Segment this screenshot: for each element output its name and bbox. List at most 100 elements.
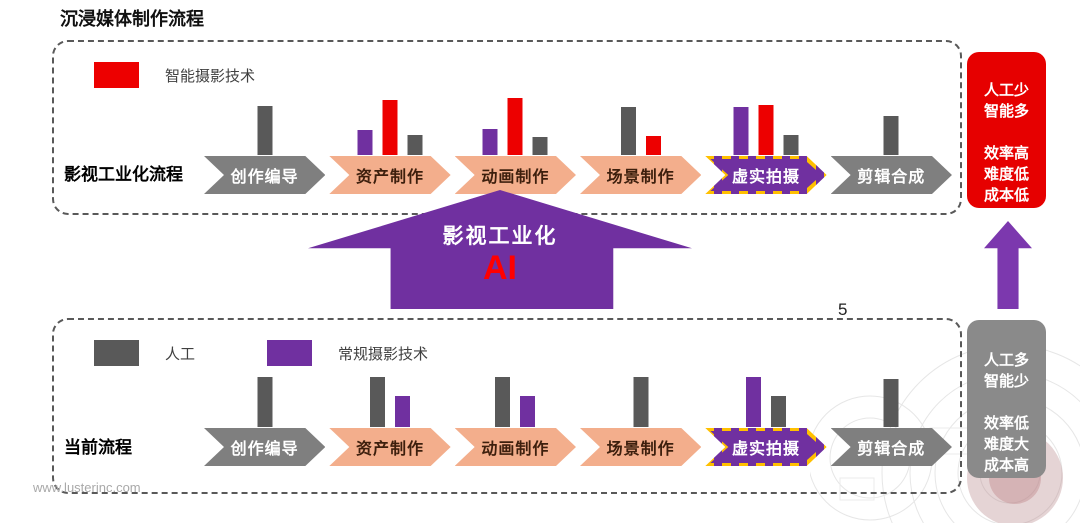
gray-swatch	[94, 340, 139, 366]
chevron-label: 动画制作	[481, 169, 550, 186]
step-animation-top: 动画制作	[455, 98, 576, 194]
bar-purple	[482, 129, 498, 155]
legend-item-conventional-photography: 常规摄影技术	[267, 340, 428, 366]
chevron-label: 资产制作	[355, 441, 424, 458]
bar-group	[369, 377, 410, 427]
result-line: 人工少	[983, 82, 1029, 99]
step-scene-top: 场景制作	[580, 107, 701, 194]
current-process-panel: 人工 常规摄影技术 当前流程 创作编导 资产制作	[52, 318, 962, 494]
chevron-scene: 场景制作	[580, 428, 701, 466]
bar-purple	[733, 107, 749, 155]
purple-swatch	[267, 340, 313, 366]
result-line: 智能多	[983, 103, 1029, 120]
arrow-ai-label: AI	[483, 249, 517, 287]
bar-red	[645, 136, 661, 155]
result-box-current: 人工多 智能少 效率低 难度大 成本高	[967, 320, 1046, 478]
chevron-label: 动画制作	[481, 441, 550, 458]
result-line: 人工多	[983, 352, 1029, 369]
bar-group	[357, 100, 423, 155]
step-editing-top: 剪辑合成	[831, 116, 952, 194]
bar-purple	[520, 396, 536, 427]
bar-red	[507, 98, 523, 155]
bar-group	[883, 379, 899, 427]
chevron-animation: 动画制作	[455, 156, 576, 194]
chevron-virtual-shoot-inner: 虚实拍摄	[710, 431, 821, 463]
step-editing-bottom: 剪辑合成	[831, 379, 952, 466]
result-line: 效率低	[983, 415, 1029, 432]
chevron-label: 场景制作	[606, 441, 675, 458]
chevron-creation: 创作编导	[204, 156, 325, 194]
bar-group	[733, 105, 799, 155]
bar-gray	[407, 135, 423, 155]
bar-gray	[257, 106, 273, 155]
chevron-label: 剪辑合成	[857, 441, 926, 458]
chevron-label: 虚实拍摄	[731, 441, 800, 458]
chevron-animation: 动画制作	[455, 428, 576, 466]
step-creation-bottom: 创作编导	[204, 377, 325, 466]
chevron-label: 创作编导	[230, 441, 299, 458]
legend-item-manual: 人工	[94, 340, 195, 366]
bar-gray	[495, 377, 511, 427]
chevron-virtual-shoot-inner: 虚实拍摄	[710, 159, 821, 191]
chevron-label: 场景制作	[606, 169, 675, 186]
bar-gray	[783, 135, 799, 155]
chevron-scene: 场景制作	[580, 156, 701, 194]
result-line: 智能少	[983, 373, 1029, 390]
bar-gray	[883, 379, 899, 427]
legend-label: 常规摄影技术	[338, 345, 429, 363]
result-line: 难度大	[983, 436, 1029, 453]
chevron-virtual-shoot: 虚实拍摄	[705, 428, 826, 466]
chevron-asset: 资产制作	[329, 156, 450, 194]
bar-red	[382, 100, 398, 155]
bar-group	[883, 116, 899, 155]
bar-group	[257, 377, 273, 427]
legend-item-smart-photography: 智能摄影技术	[94, 62, 255, 88]
row-label-industrialized: 影视工业化流程	[64, 165, 183, 184]
step-virtual-shoot-bottom: 虚实拍摄	[705, 377, 826, 466]
legend-top: 智能摄影技术	[94, 62, 255, 88]
steps-row-bottom: 创作编导 资产制作 动画制作 场景制作	[204, 377, 952, 466]
step-creation-top: 创作编导	[204, 106, 325, 194]
arrow-title: 影视工业化	[442, 225, 558, 248]
chevron-label: 创作编导	[230, 169, 299, 186]
bar-group	[257, 106, 273, 155]
legend-label: 智能摄影技术	[165, 67, 256, 85]
bar-gray	[257, 377, 273, 427]
bar-gray	[620, 107, 636, 155]
chevron-editing: 剪辑合成	[831, 428, 952, 466]
industrialized-process-panel: 智能摄影技术 影视工业化流程 创作编导 资产制作 动画制作	[52, 40, 962, 215]
bar-group	[745, 377, 786, 427]
bar-gray	[532, 137, 548, 155]
legend-bottom: 人工 常规摄影技术	[94, 340, 428, 366]
result-box-industrialized: 人工少 智能多 效率高 难度低 成本低	[967, 52, 1046, 208]
result-line: 难度低	[983, 166, 1029, 183]
bar-gray	[770, 396, 786, 427]
bar-gray	[883, 116, 899, 155]
step-asset-bottom: 资产制作	[329, 377, 450, 466]
up-arrow-icon	[984, 221, 1032, 309]
bar-group	[633, 377, 649, 427]
red-swatch	[94, 62, 139, 88]
result-line: 成本低	[983, 187, 1029, 204]
result-line: 效率高	[983, 145, 1029, 162]
bar-group	[495, 377, 536, 427]
chevron-label: 资产制作	[355, 169, 424, 186]
page-number: 5	[838, 300, 848, 319]
bar-gray	[369, 377, 385, 427]
step-animation-bottom: 动画制作	[455, 377, 576, 466]
step-asset-top: 资产制作	[329, 100, 450, 194]
chevron-virtual-shoot: 虚实拍摄	[705, 156, 826, 194]
step-scene-bottom: 场景制作	[580, 377, 701, 466]
bar-purple	[394, 396, 410, 427]
chevron-editing: 剪辑合成	[831, 156, 952, 194]
bar-group	[482, 98, 548, 155]
bar-gray	[633, 377, 649, 427]
steps-row-top: 创作编导 资产制作 动画制作 场景制作	[204, 98, 952, 194]
watermark: www.lusterinc.com	[33, 480, 141, 495]
step-virtual-shoot-top: 虚实拍摄	[705, 105, 826, 194]
bar-group	[620, 107, 661, 155]
result-line: 成本高	[983, 457, 1029, 474]
row-label-current: 当前流程	[64, 438, 132, 457]
legend-label: 人工	[165, 345, 196, 363]
